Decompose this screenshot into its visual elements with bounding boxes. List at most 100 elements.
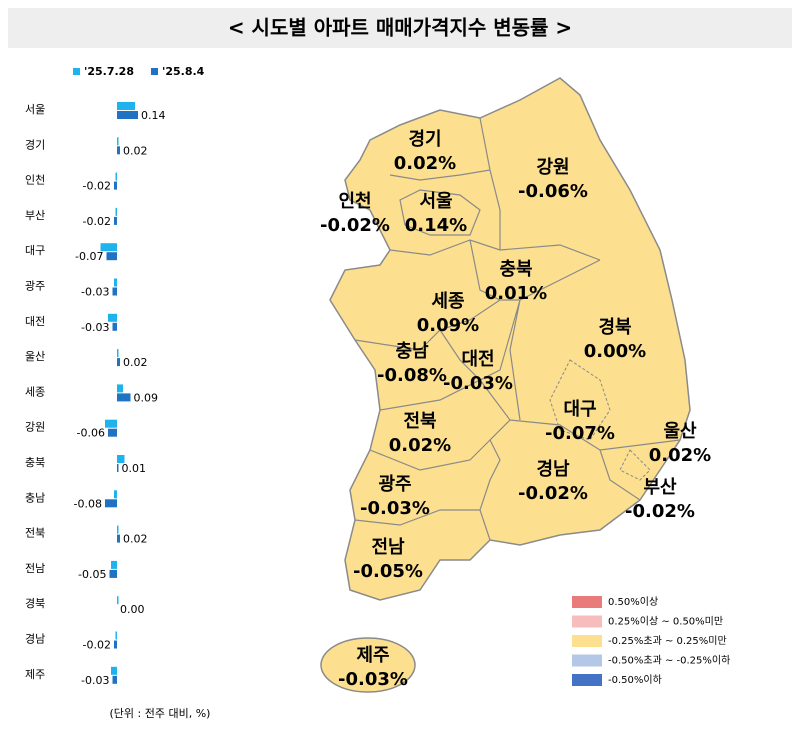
y-tick-label: 전북: [25, 527, 45, 540]
bar: [117, 393, 131, 401]
y-tick-label: 경남: [25, 633, 45, 646]
region-name: 제주: [356, 645, 389, 666]
bar: [117, 137, 119, 145]
bar: [117, 464, 119, 472]
region-value: -0.05%: [353, 561, 423, 582]
bar: [117, 384, 123, 392]
region-value: 0.00%: [584, 341, 646, 362]
y-tick-label: 충북: [25, 456, 45, 469]
data-label: 0.01: [122, 462, 147, 475]
bar: [105, 499, 117, 507]
bar: [113, 676, 118, 684]
region-name: 충북: [499, 259, 532, 280]
map-legend-label: -0.50%이하: [608, 673, 662, 686]
bar: [117, 349, 119, 357]
region-value: -0.07%: [545, 423, 615, 444]
y-tick-label: 인천: [25, 173, 45, 187]
y-tick-label: 전남: [25, 562, 45, 575]
bar: [117, 111, 138, 119]
region-value: -0.02%: [625, 501, 695, 522]
bar: [110, 570, 118, 578]
map-legend-label: 0.50%이상: [608, 596, 658, 608]
data-label: 0.09: [134, 391, 159, 404]
legend-label: '25.7.28: [84, 65, 134, 78]
region-value: -0.03%: [338, 669, 408, 690]
region-value: 0.02%: [389, 435, 451, 456]
y-tick-label: 강원: [25, 421, 45, 434]
unit-note: (단위 : 전주 대비, %): [110, 707, 211, 720]
region-name: 광주: [378, 474, 411, 495]
region-value: 0.01%: [485, 283, 547, 304]
region-value: -0.08%: [377, 365, 447, 386]
data-label: -0.03: [81, 674, 109, 687]
region-name: 대전: [461, 349, 494, 370]
map-legend-label: -0.50%초과 ~ -0.25%이하: [608, 654, 730, 667]
data-label: -0.02: [83, 215, 111, 228]
region-name: 울산: [663, 421, 697, 442]
y-tick-label: 세종: [25, 385, 45, 398]
bar: [117, 102, 135, 110]
data-label: -0.05: [78, 568, 106, 581]
bar: [108, 429, 117, 437]
bar: [116, 632, 118, 640]
map-legend-swatch: [572, 655, 602, 667]
y-tick-label: 대전: [25, 315, 45, 328]
chart-title: < 시도별 아파트 매매가격지수 변동률 >: [228, 16, 572, 40]
bar: [116, 173, 118, 181]
map-legend-swatch: [572, 596, 602, 608]
region-value: -0.03%: [360, 498, 430, 519]
bar: [117, 596, 119, 604]
y-tick-label: 광주: [25, 280, 45, 293]
legend-label: '25.8.4: [162, 65, 205, 78]
region-name: 충남: [395, 341, 429, 362]
map-legend-swatch: [572, 635, 602, 647]
region-value: -0.03%: [443, 373, 513, 394]
region-name: 대구: [563, 399, 596, 420]
bar: [114, 641, 117, 649]
y-tick-label: 대구: [25, 244, 45, 257]
y-tick-label: 제주: [25, 668, 45, 681]
data-label: -0.02: [83, 180, 111, 193]
bar: [117, 358, 120, 366]
y-tick-label: 경북: [25, 597, 45, 610]
map-legend-label: 0.25%이상 ~ 0.50%미만: [608, 616, 723, 628]
region-name: 경기: [408, 129, 441, 150]
bar: [114, 182, 117, 190]
bar: [117, 535, 120, 543]
data-label: -0.02: [83, 639, 111, 652]
region-name: 전북: [403, 411, 436, 432]
region-name: 서울: [419, 191, 452, 212]
bar: [114, 490, 117, 498]
region-value: 0.02%: [394, 153, 456, 174]
data-label: 0.02: [123, 144, 148, 157]
region-name: 전남: [371, 537, 405, 558]
region-name: 부산: [643, 477, 677, 498]
data-label: -0.03: [81, 321, 109, 334]
map-legend-swatch: [572, 616, 602, 628]
bar: [116, 208, 118, 216]
region-value: 0.09%: [417, 315, 479, 336]
bar: [111, 561, 117, 569]
data-label: 0.14: [141, 109, 166, 122]
bar: [114, 279, 117, 287]
bar: [113, 288, 118, 296]
region-name: 세종: [431, 291, 464, 312]
region-name: 인천: [338, 191, 371, 212]
y-tick-label: 충남: [25, 491, 45, 504]
region-value: -0.06%: [518, 181, 588, 202]
region-value: 0.02%: [649, 445, 711, 466]
data-label: -0.06: [77, 427, 105, 440]
map-legend-label: -0.25%초과 ~ 0.25%미만: [608, 635, 727, 647]
y-tick-label: 부산: [25, 209, 45, 222]
data-label: -0.07: [75, 250, 103, 263]
region-value: 0.14%: [405, 215, 467, 236]
y-tick-label: 울산: [25, 350, 45, 363]
region-value: -0.02%: [518, 483, 588, 504]
data-label: 0.02: [123, 533, 148, 546]
y-tick-label: 서울: [25, 103, 45, 116]
data-label: -0.08: [74, 497, 102, 510]
data-label: -0.03: [81, 286, 109, 299]
bar: [105, 420, 117, 428]
region-name: 경북: [598, 317, 631, 338]
